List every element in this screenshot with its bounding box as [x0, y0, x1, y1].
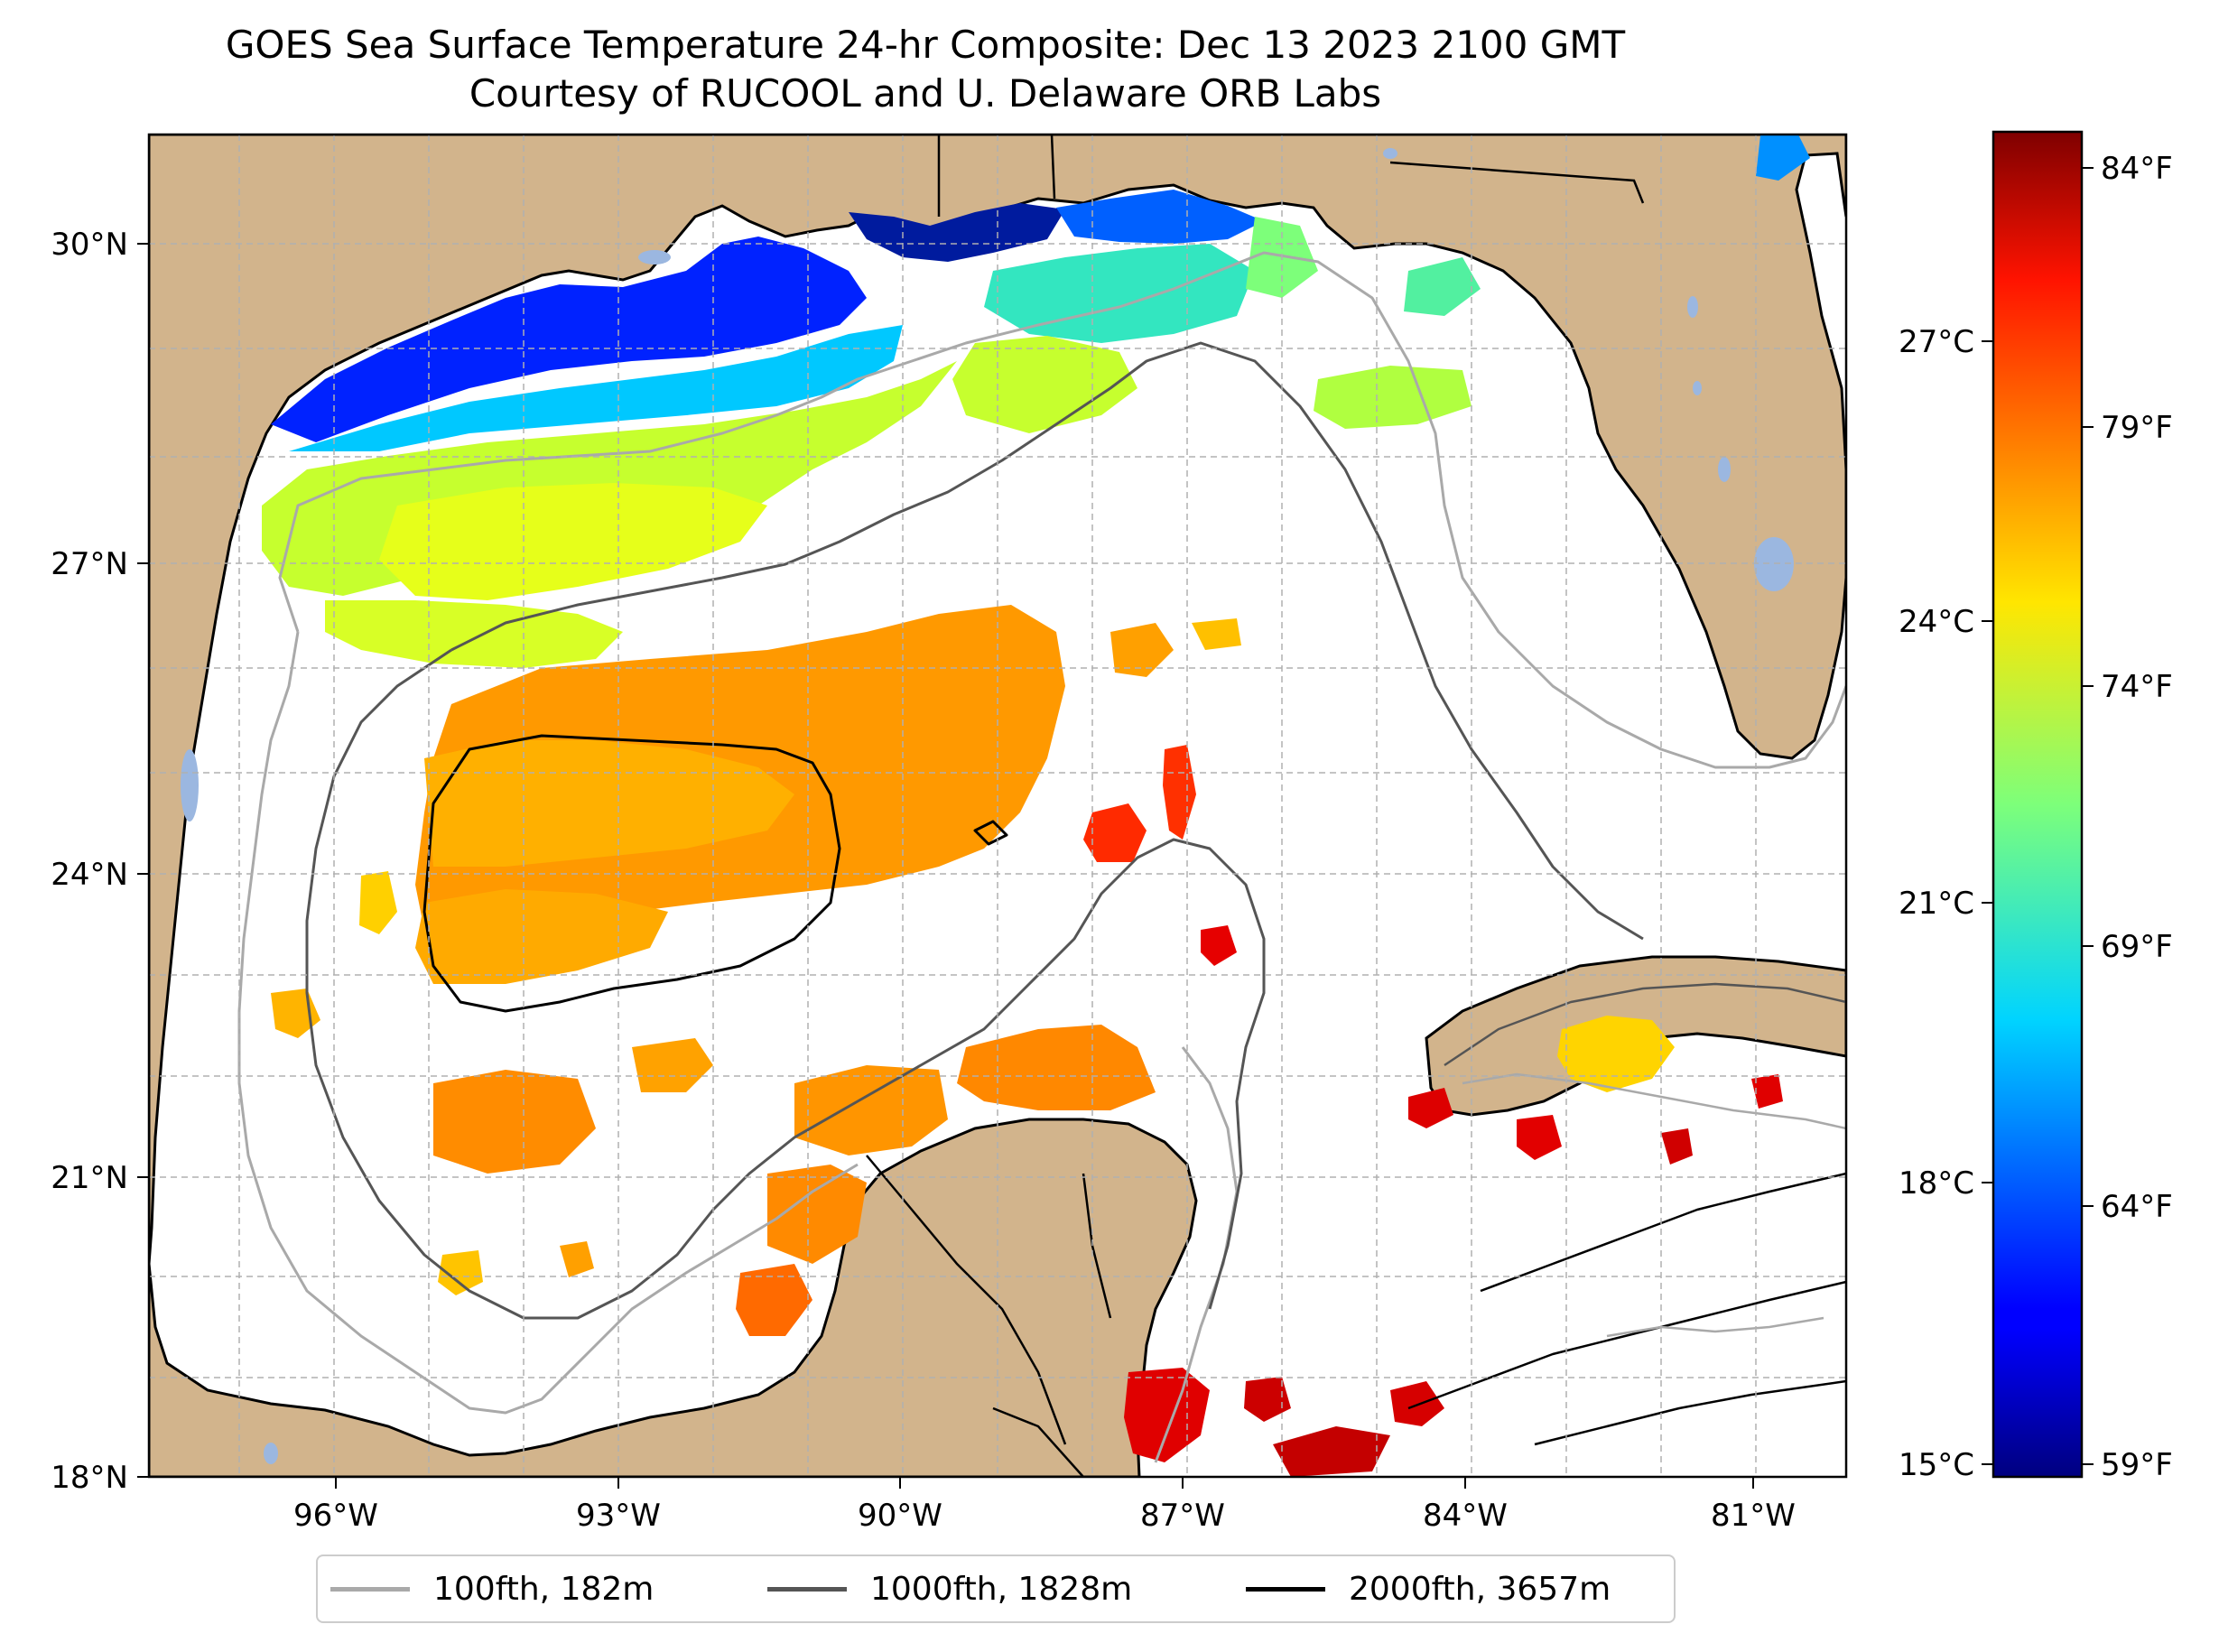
- bathymetry-contours: [237, 251, 1846, 1463]
- legend-swatch: [767, 1586, 847, 1592]
- contour-2000fth: [422, 734, 841, 1013]
- lon-label: 84°W: [1423, 1498, 1508, 1534]
- lat-label: 27°N: [51, 546, 128, 582]
- legend-swatch: [330, 1586, 410, 1592]
- legend-label: 2000fth, 3657m: [1349, 1570, 1611, 1608]
- map-subtitle: Courtesy of RUCOOL and U. Delaware ORB L…: [469, 71, 1382, 116]
- legend-label: 1000fth, 1828m: [870, 1570, 1133, 1608]
- celsius-label: 24°C: [1899, 604, 1974, 640]
- lakes: [181, 148, 1794, 1464]
- map-area: [149, 135, 1846, 1477]
- lon-label: 93°W: [576, 1498, 661, 1534]
- legend-item-100fth: 100fth, 182m: [330, 1556, 654, 1621]
- legend-swatch: [1246, 1586, 1325, 1592]
- lon-label: 81°W: [1711, 1498, 1796, 1534]
- fahrenheit-label: 79°F: [2101, 410, 2173, 446]
- fahrenheit-label: 69°F: [2101, 929, 2173, 965]
- lat-label: 18°N: [51, 1460, 128, 1496]
- colorbar-gradient: [1992, 130, 2084, 1479]
- contour-legend: 100fth, 182m 1000fth, 1828m 2000fth, 365…: [316, 1555, 1676, 1623]
- fahrenheit-label: 59°F: [2101, 1447, 2173, 1483]
- fahrenheit-label: 64°F: [2101, 1189, 2173, 1225]
- lon-label: 90°W: [858, 1498, 942, 1534]
- sst-field: [262, 135, 1810, 1477]
- celsius-label: 18°C: [1899, 1165, 1974, 1202]
- lat-label: 30°N: [51, 227, 128, 263]
- colorbar: 27°C 24°C 21°C 18°C 15°C 84°F 79°F 74°F …: [1899, 130, 2173, 1483]
- celsius-label: 15°C: [1899, 1447, 1974, 1483]
- lat-label: 21°N: [51, 1160, 128, 1196]
- celsius-label: 21°C: [1899, 886, 1974, 922]
- celsius-label: 27°C: [1899, 324, 1974, 360]
- lat-label: 24°N: [51, 857, 128, 893]
- map-title: GOES Sea Surface Temperature 24-hr Compo…: [225, 23, 1626, 67]
- legend-label: 100fth, 182m: [433, 1570, 655, 1608]
- lon-label: 96°W: [293, 1498, 378, 1534]
- land-us: [149, 135, 1846, 1265]
- lon-label: 87°W: [1140, 1498, 1225, 1534]
- legend-item-1000fth: 1000fth, 1828m: [767, 1556, 1132, 1621]
- map-frame: [147, 133, 1848, 1479]
- fahrenheit-label: 84°F: [2101, 151, 2173, 187]
- fahrenheit-label: 74°F: [2101, 669, 2173, 705]
- axis-ticks: [137, 243, 1754, 1489]
- contour-100fth: [278, 251, 1846, 769]
- gridlines: [149, 135, 1846, 1477]
- contour-1000fth: [450, 341, 1644, 941]
- legend-item-2000fth: 2000fth, 3657m: [1246, 1556, 1611, 1621]
